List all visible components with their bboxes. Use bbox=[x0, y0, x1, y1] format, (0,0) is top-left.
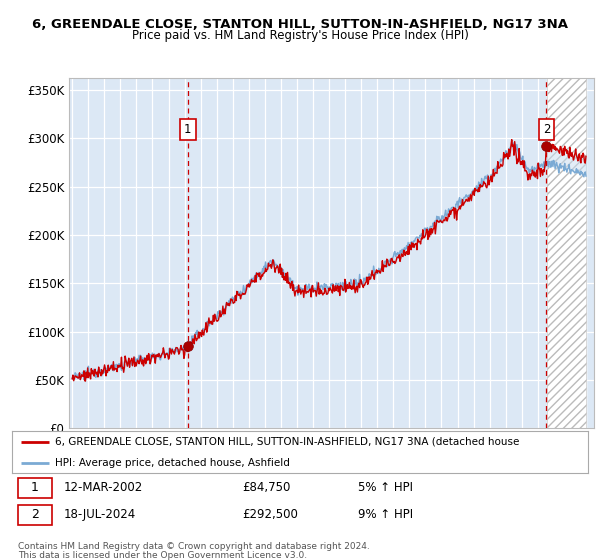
FancyBboxPatch shape bbox=[18, 478, 52, 498]
Text: 2: 2 bbox=[543, 123, 550, 136]
Text: 9% ↑ HPI: 9% ↑ HPI bbox=[358, 508, 413, 521]
Text: 5% ↑ HPI: 5% ↑ HPI bbox=[358, 481, 413, 494]
Text: 2: 2 bbox=[31, 508, 39, 521]
Text: Price paid vs. HM Land Registry's House Price Index (HPI): Price paid vs. HM Land Registry's House … bbox=[131, 29, 469, 42]
FancyBboxPatch shape bbox=[18, 505, 52, 525]
Text: Contains HM Land Registry data © Crown copyright and database right 2024.: Contains HM Land Registry data © Crown c… bbox=[18, 542, 370, 550]
Text: £292,500: £292,500 bbox=[242, 508, 298, 521]
Text: HPI: Average price, detached house, Ashfield: HPI: Average price, detached house, Ashf… bbox=[55, 458, 290, 468]
Text: 6, GREENDALE CLOSE, STANTON HILL, SUTTON-IN-ASHFIELD, NG17 3NA (detached house: 6, GREENDALE CLOSE, STANTON HILL, SUTTON… bbox=[55, 437, 520, 447]
Text: 1: 1 bbox=[184, 123, 191, 136]
Text: 18-JUL-2024: 18-JUL-2024 bbox=[64, 508, 136, 521]
Text: 12-MAR-2002: 12-MAR-2002 bbox=[64, 481, 143, 494]
Text: £84,750: £84,750 bbox=[242, 481, 291, 494]
Text: 1: 1 bbox=[31, 481, 39, 494]
Text: 6, GREENDALE CLOSE, STANTON HILL, SUTTON-IN-ASHFIELD, NG17 3NA: 6, GREENDALE CLOSE, STANTON HILL, SUTTON… bbox=[32, 18, 568, 31]
Text: This data is licensed under the Open Government Licence v3.0.: This data is licensed under the Open Gov… bbox=[18, 551, 307, 560]
